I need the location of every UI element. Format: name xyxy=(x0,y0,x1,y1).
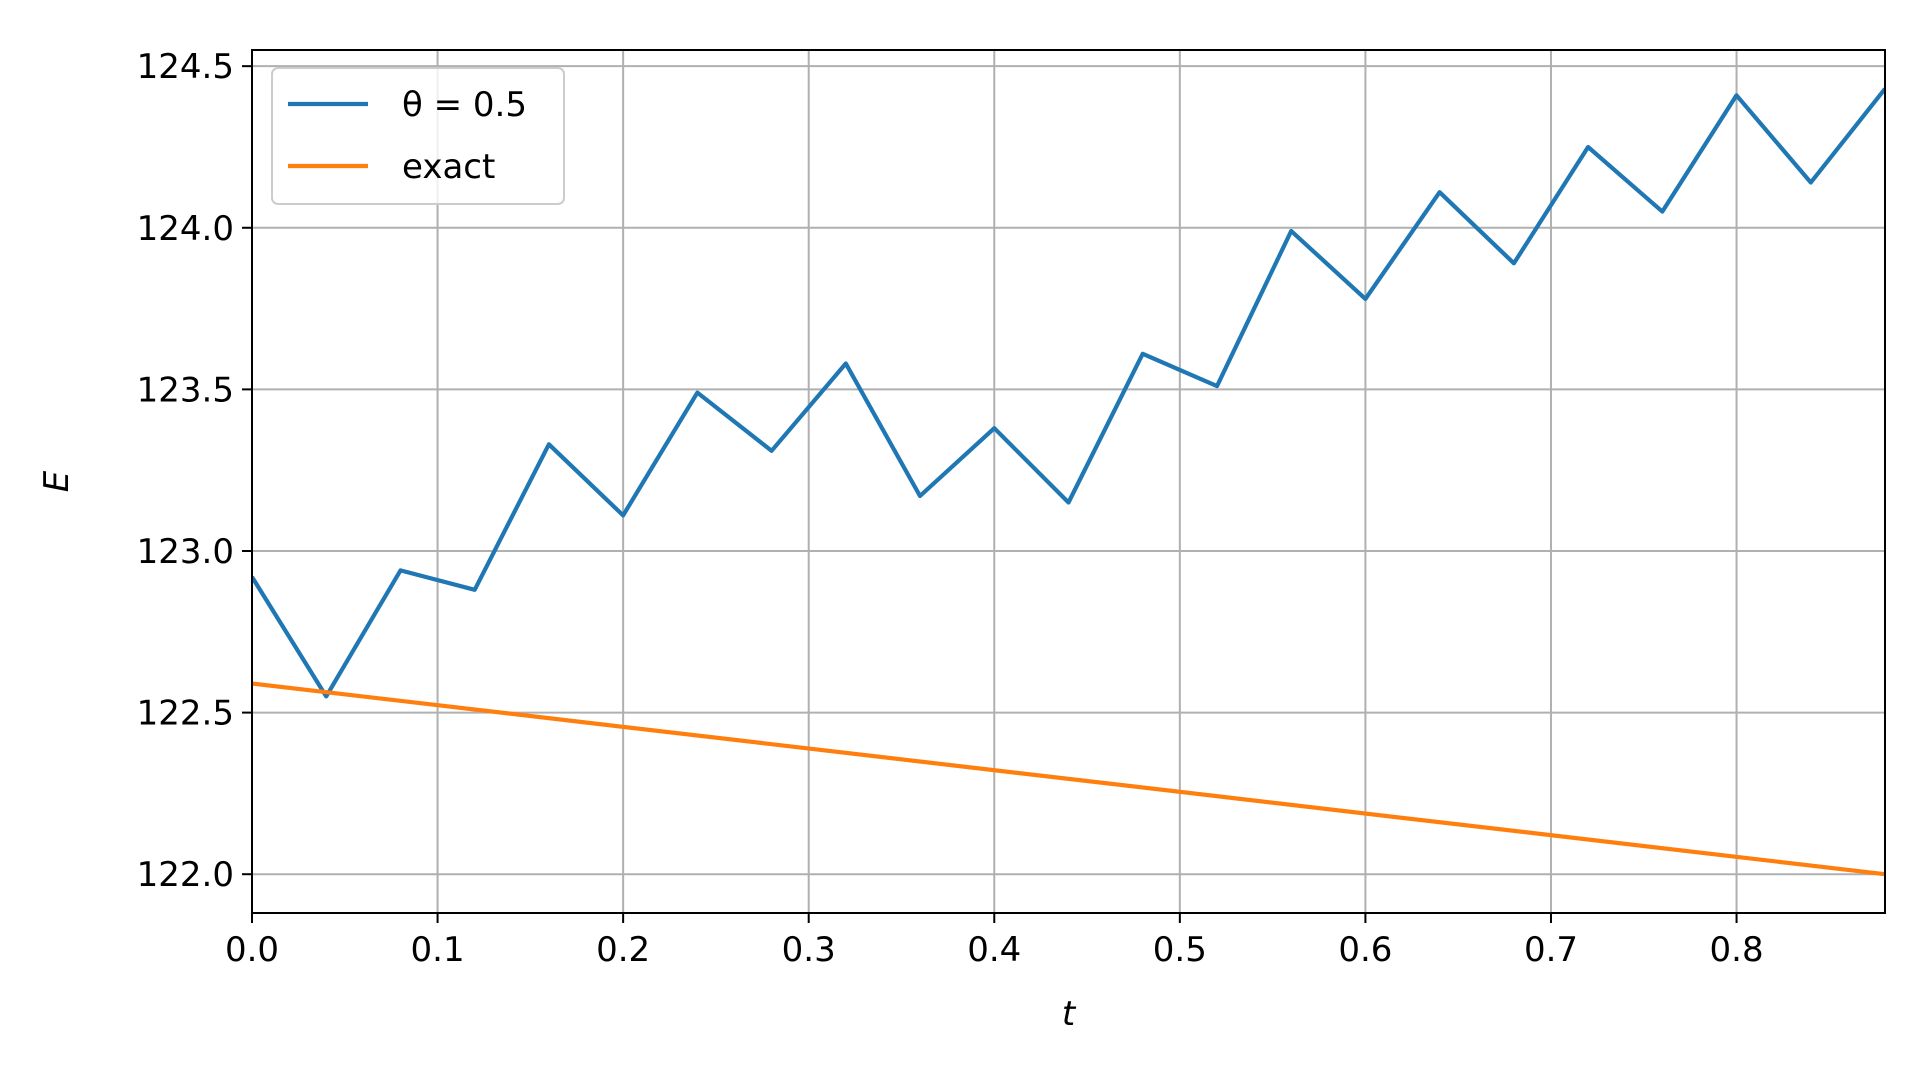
x-tick-label: 0.4 xyxy=(967,930,1021,970)
y-tick-label: 122.0 xyxy=(137,855,234,895)
y-axis-ticks: 122.0 122.5 123.0 123.5 124.0 124.5 xyxy=(137,47,252,895)
y-axis-label: E xyxy=(37,470,77,492)
y-tick-label: 123.5 xyxy=(137,370,234,410)
x-tick-label: 0.1 xyxy=(411,930,465,970)
axes-frame xyxy=(251,49,1886,914)
series-line-0 xyxy=(252,87,1885,699)
legend: θ = 0.5 exact xyxy=(271,67,565,205)
y-tick-label: 122.5 xyxy=(137,694,234,734)
y-tick-label: 124.5 xyxy=(137,47,234,87)
x-tick-label: 0.3 xyxy=(782,930,836,970)
x-tick-label: 0.7 xyxy=(1524,930,1578,970)
plot-area xyxy=(252,87,1885,877)
grid-lines xyxy=(251,50,1885,913)
y-tick-label: 124.0 xyxy=(137,209,234,249)
legend-label-0: θ = 0.5 xyxy=(402,85,527,125)
x-axis-ticks: 0.0 0.1 0.2 0.3 0.4 0.5 0.6 0.7 0.8 xyxy=(225,913,1764,970)
legend-label-1: exact xyxy=(402,147,495,187)
series-line-1 xyxy=(252,681,1885,877)
y-tick-label: 123.0 xyxy=(137,532,234,572)
x-tick-label: 0.8 xyxy=(1710,930,1764,970)
x-tick-label: 0.5 xyxy=(1153,930,1207,970)
x-tick-label: 0.6 xyxy=(1338,930,1392,970)
x-axis-label: t xyxy=(1062,994,1077,1034)
x-tick-label: 0.0 xyxy=(225,930,279,970)
x-tick-label: 0.2 xyxy=(596,930,650,970)
